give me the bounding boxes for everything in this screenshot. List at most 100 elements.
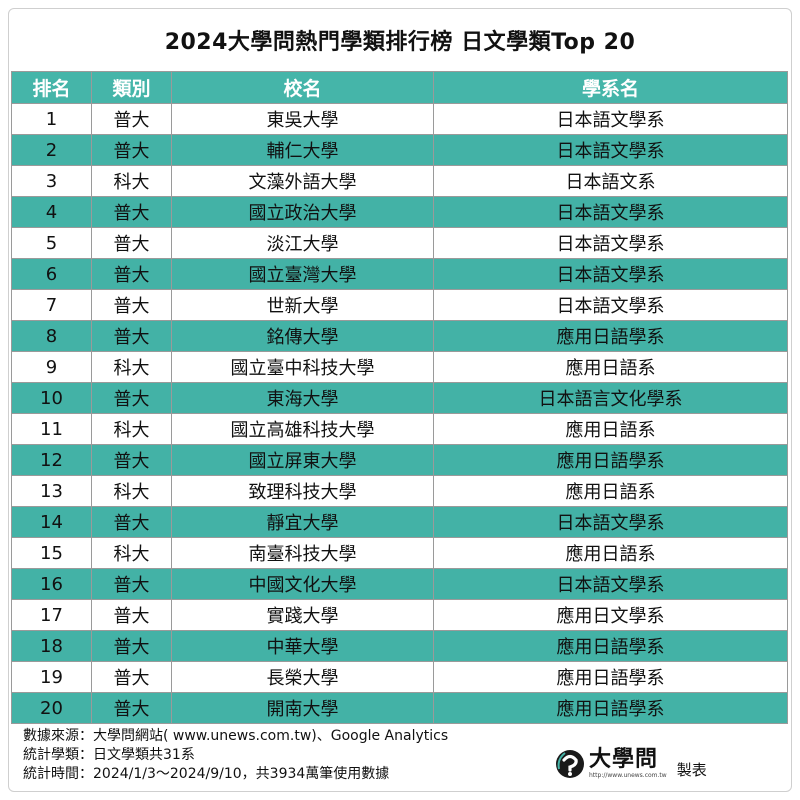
cell-category: 普大 (91, 661, 172, 693)
table-row: 3 科大 文藻外語大學 日本語文系 (11, 165, 788, 197)
table-row: 8 普大 銘傳大學 應用日語學系 (11, 320, 788, 352)
cell-rank: 7 (11, 289, 92, 321)
cell-rank: 15 (11, 537, 92, 569)
cell-department: 日本語文學系 (433, 227, 788, 259)
table-row: 16 普大 中國文化大學 日本語文學系 (11, 568, 788, 600)
table-row: 12 普大 國立屏東大學 應用日語學系 (11, 444, 788, 476)
cell-school: 輔仁大學 (171, 134, 434, 166)
cell-rank: 18 (11, 630, 92, 662)
cell-school: 國立臺中科技大學 (171, 351, 434, 383)
page-title: 2024大學問熱門學類排行榜 日文學類Top 20 (164, 30, 636, 55)
cell-school: 開南大學 (171, 692, 434, 724)
ranking-table: 排名 類別 校名 學系名 1 普大 東吳大學 日本語文學系 2 普大 輔仁大學 日本語文學系 3… (11, 71, 788, 724)
cell-rank: 14 (11, 506, 92, 538)
cell-department: 應用日語系 (433, 351, 788, 383)
cell-category: 普大 (91, 320, 172, 352)
table-row: 13 科大 致理科技大學 應用日語系 (11, 475, 788, 507)
table-row: 20 普大 開南大學 應用日語學系 (11, 692, 788, 724)
table-row: 9 科大 國立臺中科技大學 應用日語系 (11, 351, 788, 383)
footer-period: 統計時間：2024/1/3～2024/9/10，共3934萬筆使用數據 (23, 766, 390, 782)
cell-rank: 16 (11, 568, 92, 600)
cell-category: 科大 (91, 475, 172, 507)
cell-category: 普大 (91, 289, 172, 321)
cell-school: 中華大學 (171, 630, 434, 662)
ranking-card: 2024大學問熱門學類排行榜 日文學類Top 20 排名 類別 校名 學系名 1… (8, 8, 792, 792)
cell-school: 長榮大學 (171, 661, 434, 693)
cell-rank: 20 (11, 692, 92, 724)
cell-category: 科大 (91, 537, 172, 569)
cell-category: 科大 (91, 413, 172, 445)
cell-school: 實踐大學 (171, 599, 434, 631)
table-row: 1 普大 東吳大學 日本語文學系 (11, 103, 788, 135)
cell-department: 應用日語學系 (433, 630, 788, 662)
footer-notes: 數據來源：大學問網站( www.unews.com.tw)、Google Ana… (23, 727, 543, 784)
cell-rank: 12 (11, 444, 92, 476)
table-row: 10 普大 東海大學 日本語言文化學系 (11, 382, 788, 414)
footer-category: 統計學類：日文學類共31系 (23, 747, 195, 763)
cell-department: 日本語文學系 (433, 568, 788, 600)
brand-block: 大學問 http://www.unews.com.tw 製表 (555, 741, 707, 787)
cell-rank: 13 (11, 475, 92, 507)
cell-rank: 2 (11, 134, 92, 166)
cell-category: 普大 (91, 134, 172, 166)
table-row: 18 普大 中華大學 應用日語學系 (11, 630, 788, 662)
table-body: 1 普大 東吳大學 日本語文學系 2 普大 輔仁大學 日本語文學系 3 科大 文藻外語大學 日本語文系… (11, 103, 788, 724)
cell-department: 日本語言文化學系 (433, 382, 788, 414)
cell-rank: 11 (11, 413, 92, 445)
cell-category: 科大 (91, 165, 172, 197)
cell-department: 應用日文學系 (433, 599, 788, 631)
cell-category: 普大 (91, 506, 172, 538)
cell-school: 東海大學 (171, 382, 434, 414)
cell-department: 應用日語系 (433, 413, 788, 445)
cell-category: 普大 (91, 630, 172, 662)
cell-school: 國立臺灣大學 (171, 258, 434, 290)
cell-school: 銘傳大學 (171, 320, 434, 352)
cell-rank: 19 (11, 661, 92, 693)
cell-school: 世新大學 (171, 289, 434, 321)
cell-category: 普大 (91, 103, 172, 135)
cell-category: 普大 (91, 227, 172, 259)
table-row: 11 科大 國立高雄科技大學 應用日語系 (11, 413, 788, 445)
cell-school: 靜宜大學 (171, 506, 434, 538)
table-row: 5 普大 淡江大學 日本語文學系 (11, 227, 788, 259)
table-row: 2 普大 輔仁大學 日本語文學系 (11, 134, 788, 166)
table-row: 14 普大 靜宜大學 日本語文學系 (11, 506, 788, 538)
cell-school: 南臺科技大學 (171, 537, 434, 569)
cell-category: 普大 (91, 444, 172, 476)
cell-department: 日本語文系 (433, 165, 788, 197)
made-by-label: 製表 (676, 760, 707, 779)
cell-rank: 5 (11, 227, 92, 259)
cell-category: 普大 (91, 382, 172, 414)
cell-rank: 6 (11, 258, 92, 290)
header-school: 校名 (171, 71, 434, 104)
cell-category: 普大 (91, 568, 172, 600)
brand-name: 大學問 (589, 747, 659, 772)
cell-department: 日本語文學系 (433, 134, 788, 166)
cell-department: 應用日語學系 (433, 444, 788, 476)
cell-school: 國立高雄科技大學 (171, 413, 434, 445)
header-rank: 排名 (11, 71, 92, 104)
table-row: 15 科大 南臺科技大學 應用日語系 (11, 537, 788, 569)
cell-department: 應用日語學系 (433, 661, 788, 693)
header-department: 學系名 (433, 71, 788, 104)
cell-school: 國立屏東大學 (171, 444, 434, 476)
cell-school: 文藻外語大學 (171, 165, 434, 197)
cell-department: 日本語文學系 (433, 103, 788, 135)
cell-category: 科大 (91, 351, 172, 383)
cell-school: 致理科技大學 (171, 475, 434, 507)
cell-department: 日本語文學系 (433, 258, 788, 290)
cell-school: 國立政治大學 (171, 196, 434, 228)
cell-rank: 4 (11, 196, 92, 228)
table-header-row: 排名 類別 校名 學系名 (11, 71, 788, 104)
cell-department: 日本語文學系 (433, 196, 788, 228)
table-row: 19 普大 長榮大學 應用日語學系 (11, 661, 788, 693)
cell-school: 東吳大學 (171, 103, 434, 135)
cell-rank: 1 (11, 103, 92, 135)
table-row: 4 普大 國立政治大學 日本語文學系 (11, 196, 788, 228)
cell-category: 普大 (91, 196, 172, 228)
cell-rank: 9 (11, 351, 92, 383)
table-row: 17 普大 實踐大學 應用日文學系 (11, 599, 788, 631)
cell-department: 應用日語學系 (433, 692, 788, 724)
table-row: 6 普大 國立臺灣大學 日本語文學系 (11, 258, 788, 290)
cell-rank: 17 (11, 599, 92, 631)
